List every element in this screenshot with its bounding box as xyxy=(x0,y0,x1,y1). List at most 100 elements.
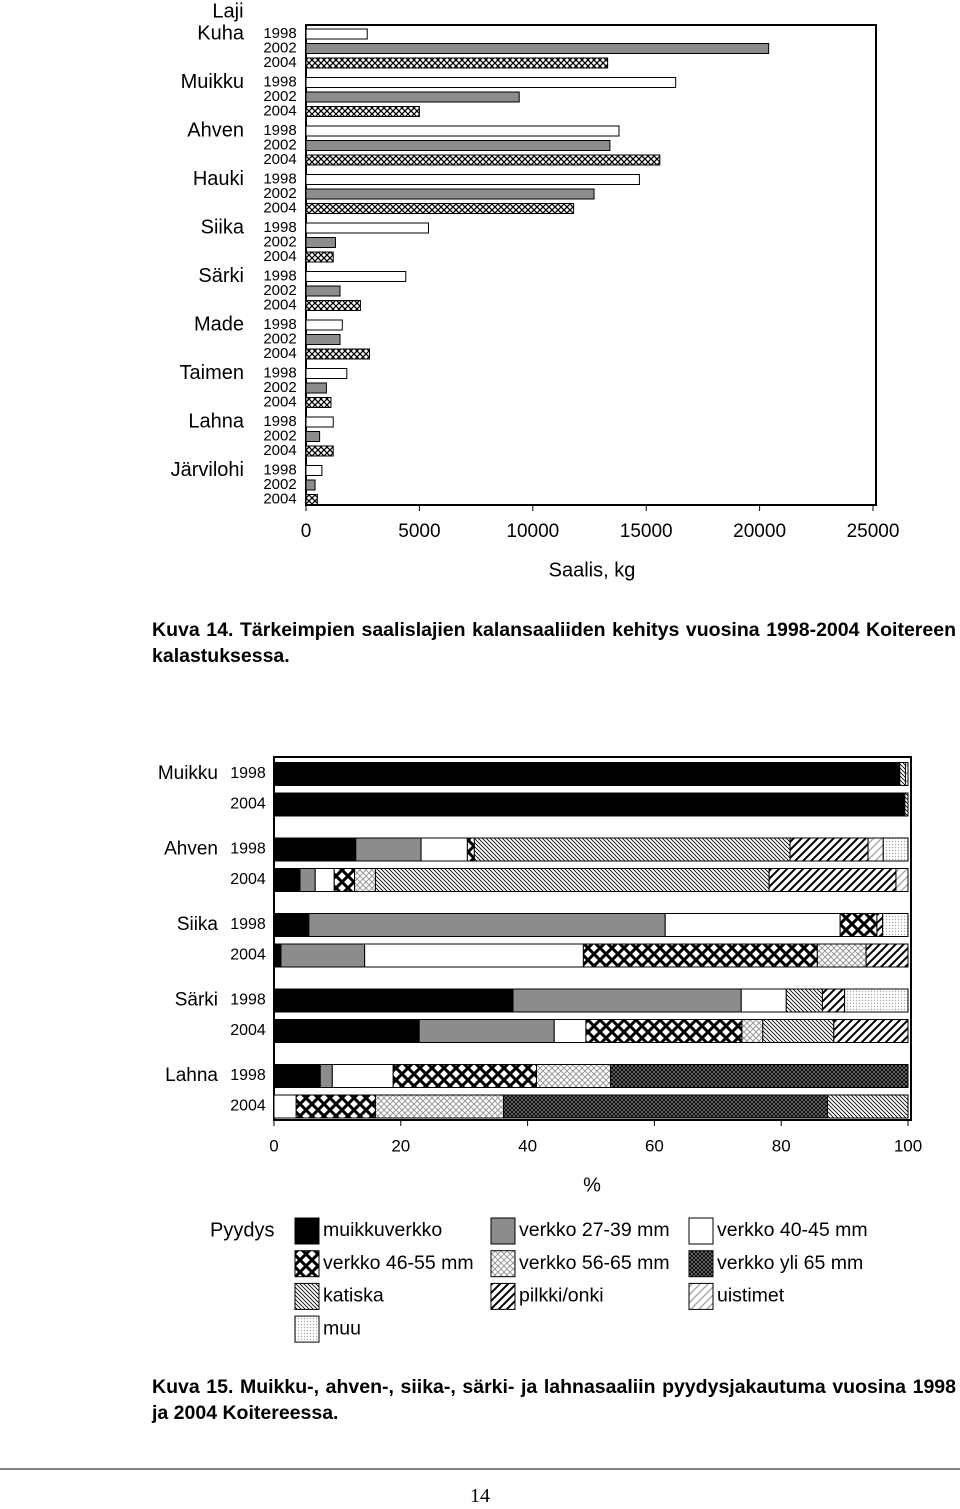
bar xyxy=(305,319,343,331)
bar xyxy=(305,43,770,54)
legend-label: katiska xyxy=(323,1285,384,1307)
bar-segment xyxy=(273,913,310,937)
series-label: 2004 xyxy=(263,393,296,410)
bar xyxy=(305,28,368,40)
category-label: Lahna xyxy=(188,410,244,432)
x-tick-label: 0 xyxy=(269,1136,278,1155)
group-label: Ahven xyxy=(164,839,218,860)
legend-swatch xyxy=(490,1217,516,1245)
legend-swatch xyxy=(490,1250,516,1278)
category-axis-title: Laji xyxy=(212,0,243,22)
bar xyxy=(305,397,332,408)
bar-segment xyxy=(839,913,878,937)
bar-segment xyxy=(273,1094,297,1119)
legend-label: muu xyxy=(323,1317,361,1339)
legend-swatch xyxy=(294,1315,320,1343)
bar-segment xyxy=(582,943,818,968)
series-label: 1998 xyxy=(263,316,296,333)
bar-segment xyxy=(899,762,906,786)
bar-segment xyxy=(314,868,335,892)
bar-segment xyxy=(535,1064,612,1088)
bar-segment xyxy=(273,762,901,786)
bar-segment xyxy=(331,1064,394,1088)
legend-label: verkko 40-45 mm xyxy=(717,1219,868,1241)
bar-segment xyxy=(904,792,909,817)
legend-label: verkko 27-39 mm xyxy=(519,1219,670,1241)
bar-segment xyxy=(768,868,897,892)
bar xyxy=(305,416,334,428)
category-label: 1998 xyxy=(230,765,266,782)
x-axis-title: % xyxy=(583,1174,601,1196)
bar-segment xyxy=(762,1019,835,1043)
group-label: Särki xyxy=(175,990,218,1011)
series-label: 1998 xyxy=(263,267,296,284)
x-tick-label: 60 xyxy=(645,1136,664,1155)
bar-segment xyxy=(273,988,514,1013)
x-tick-label: 100 xyxy=(894,1136,922,1155)
bar-segment xyxy=(319,1064,333,1088)
legend-label: muikkuverkko xyxy=(323,1219,442,1241)
bar-segment xyxy=(882,913,909,937)
series-label: 2004 xyxy=(263,490,296,507)
bar xyxy=(305,431,321,442)
bar-segment xyxy=(280,943,366,968)
bar-segment xyxy=(844,988,909,1013)
legend-title: Pyydys xyxy=(210,1219,274,1241)
bar-segment xyxy=(273,837,357,862)
bar xyxy=(305,203,575,214)
bar-segment xyxy=(473,837,791,862)
series-label: 2004 xyxy=(263,199,296,216)
category-label: Made xyxy=(194,313,244,335)
bar-segment xyxy=(273,1019,420,1043)
bar xyxy=(305,140,611,151)
bar-segment xyxy=(273,792,906,817)
category-label: 2004 xyxy=(230,1098,266,1115)
category-label: 1998 xyxy=(230,992,266,1009)
x-tick-label: 20000 xyxy=(733,521,786,542)
bar-segment xyxy=(392,1064,537,1088)
series-label: 2004 xyxy=(263,345,296,362)
x-tick-label: 5000 xyxy=(398,521,440,542)
bar-segment xyxy=(273,943,282,968)
group-label: Muikku xyxy=(158,763,218,784)
x-tick-label: 40 xyxy=(518,1136,537,1155)
series-label: 2004 xyxy=(263,296,296,313)
bar-segment xyxy=(876,913,884,937)
bar xyxy=(305,154,661,166)
bar-segment xyxy=(273,1064,321,1088)
bar xyxy=(305,271,407,282)
series-label: 1998 xyxy=(263,25,296,42)
legend-swatch xyxy=(688,1250,714,1278)
bar xyxy=(305,300,361,311)
legend-label: pilkki/onki xyxy=(519,1285,604,1307)
series-label: 2004 xyxy=(263,54,296,71)
legend-swatch xyxy=(490,1282,516,1310)
x-tick-label: 0 xyxy=(301,521,312,542)
x-tick-label: 20 xyxy=(391,1136,410,1155)
bar xyxy=(305,251,334,263)
category-label: Siika xyxy=(201,216,245,238)
bar-segment xyxy=(364,943,584,968)
x-tick-label: 25000 xyxy=(847,521,900,542)
series-label: 1998 xyxy=(263,413,296,430)
legend-label: verkko yli 65 mm xyxy=(717,1252,863,1274)
category-label: 2004 xyxy=(230,1022,266,1039)
category-label: 1998 xyxy=(230,1067,266,1084)
plot-frame xyxy=(305,24,877,506)
caption: Kuva 14. Tärkeimpien saalislajien kalans… xyxy=(152,619,956,667)
bar-segment xyxy=(740,988,787,1013)
bar-segment xyxy=(503,1094,828,1119)
bar-segment xyxy=(299,868,316,892)
category-label: Särki xyxy=(198,265,244,287)
series-label: 2002 xyxy=(263,233,296,250)
legend-label: verkko 46-55 mm xyxy=(323,1252,474,1274)
category-label: Taimen xyxy=(180,362,244,384)
category-label: 2004 xyxy=(230,947,266,964)
series-label: 2002 xyxy=(263,330,296,347)
x-tick-label: 10000 xyxy=(506,521,559,542)
x-axis-title: Saalis, kg xyxy=(549,559,636,581)
legend-swatch xyxy=(294,1217,320,1245)
bar-segment xyxy=(610,1064,909,1088)
bar xyxy=(305,494,318,505)
bar-segment xyxy=(867,837,884,862)
